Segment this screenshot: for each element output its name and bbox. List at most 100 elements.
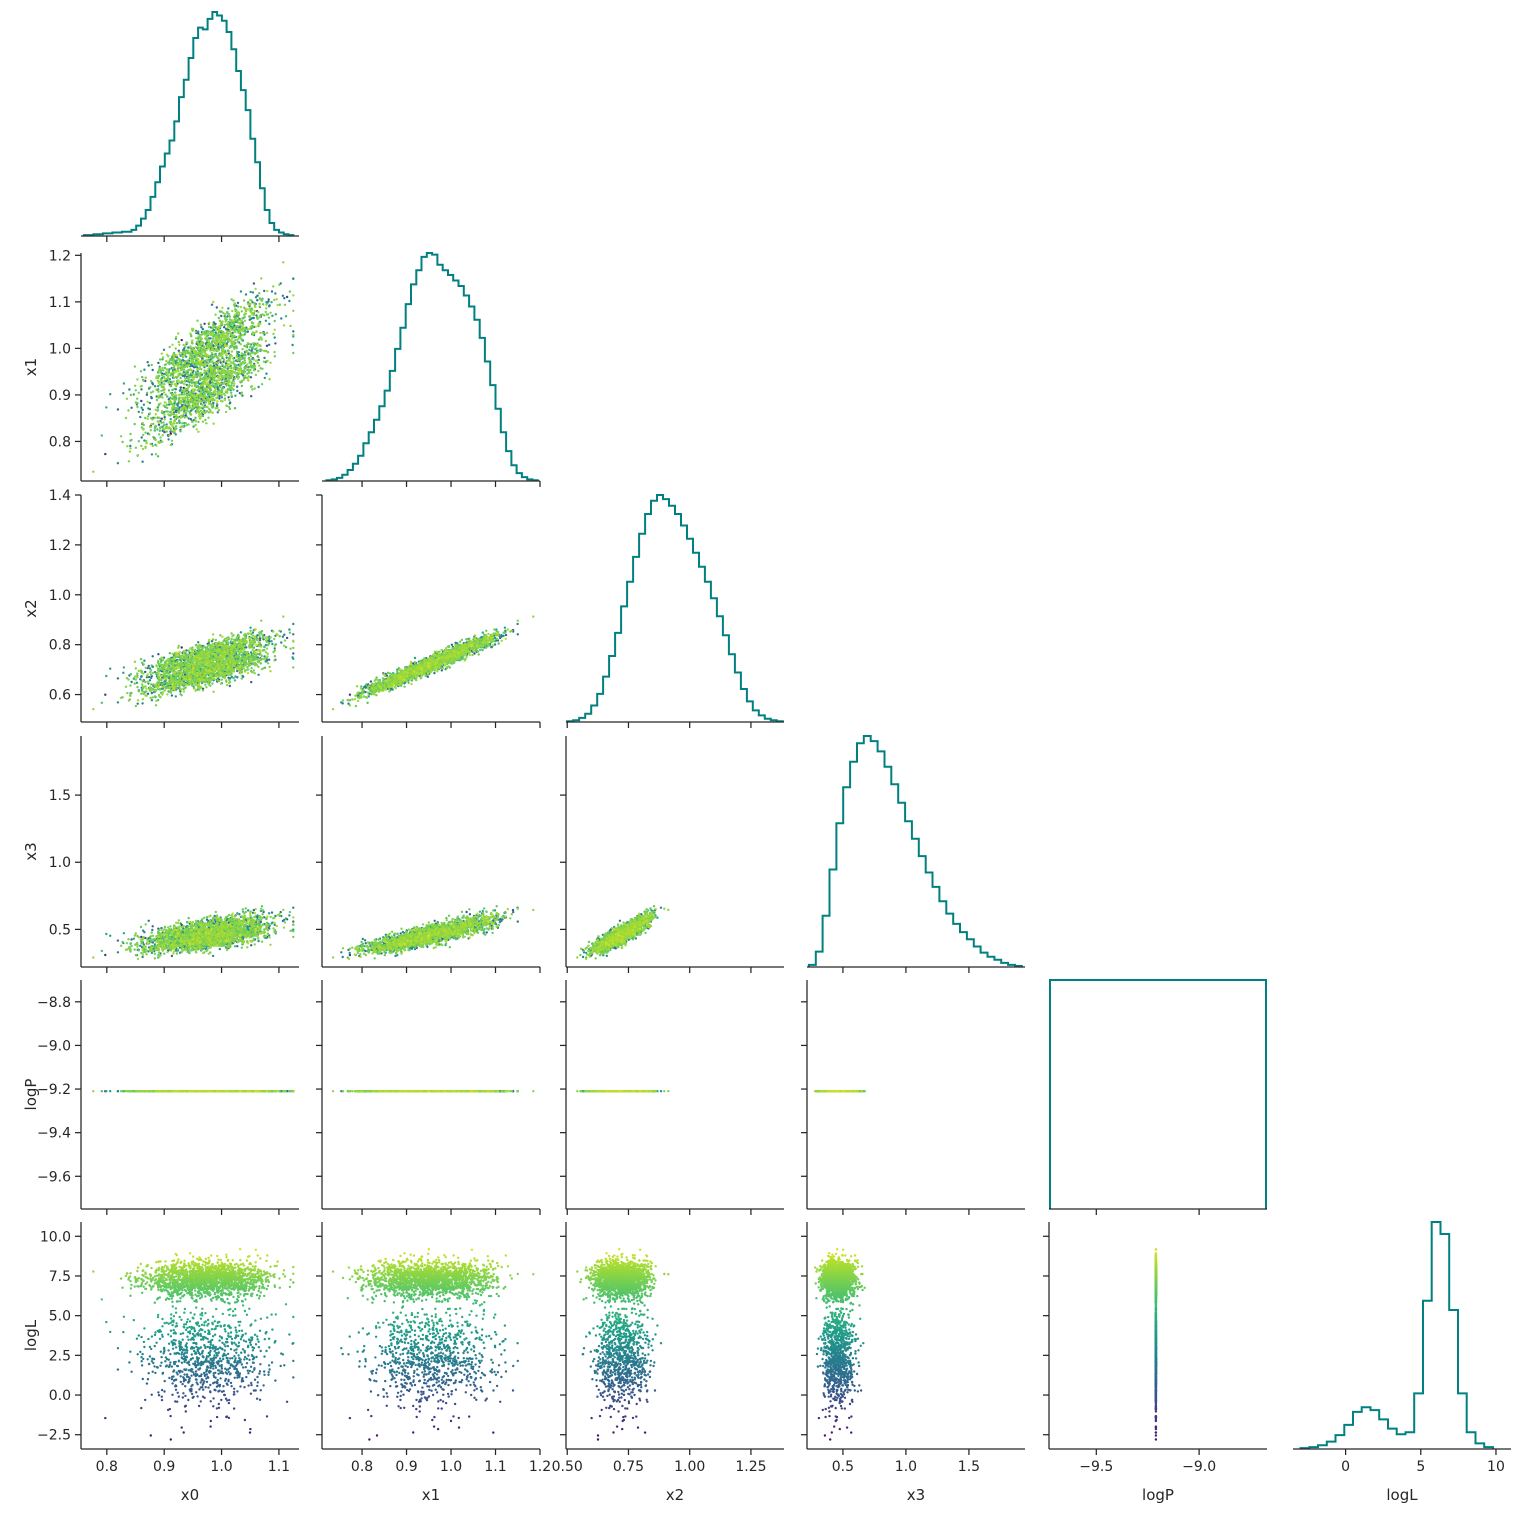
scatter-point [248, 358, 250, 360]
scatter-point [163, 414, 165, 416]
scatter-point [216, 306, 218, 308]
scatter-point [245, 293, 247, 295]
scatter-point [219, 634, 221, 636]
scatter-point [224, 342, 226, 344]
scatter-points-x1-vs-x0 [92, 261, 294, 473]
scatter-point [186, 352, 188, 354]
scatter-point [150, 429, 152, 431]
scatter-point [196, 428, 198, 430]
scatter-point [167, 381, 169, 383]
scatter-point [166, 423, 168, 425]
scatter-point [224, 320, 226, 322]
scatter-point [222, 352, 224, 354]
scatter-point [160, 390, 162, 392]
histogram-x0 [84, 12, 293, 236]
scatter-point [185, 402, 187, 404]
scatter-point [236, 386, 238, 388]
scatter-point [225, 360, 227, 362]
scatter-point [178, 351, 180, 353]
scatter-point [239, 368, 241, 370]
scatter-point [117, 462, 119, 464]
scatter-point [134, 682, 136, 684]
scatter-point [179, 354, 181, 356]
scatter-point [265, 304, 267, 306]
scatter-point [255, 347, 257, 349]
scatter-point [234, 407, 236, 409]
scatter-point [239, 370, 241, 372]
scatter-point [217, 411, 219, 413]
scatter-point [175, 425, 177, 427]
scatter-point [265, 373, 267, 375]
scatter-point [171, 694, 173, 696]
scatter-point [251, 385, 253, 387]
scatter-point [259, 298, 261, 300]
scatter-point [232, 320, 234, 322]
scatter-point [154, 427, 156, 429]
scatter-point [266, 332, 268, 334]
scatter-point [141, 427, 143, 429]
scatter-point [232, 341, 234, 343]
scatter-point [274, 355, 276, 357]
scatter-point [221, 307, 223, 309]
scatter-point [256, 299, 258, 301]
scatter-point [169, 346, 171, 348]
scatter-point [140, 370, 142, 372]
scatter-point [182, 373, 184, 375]
scatter-point [120, 435, 122, 437]
scatter-point [158, 382, 160, 384]
scatter-point [279, 635, 281, 637]
scatter-point [149, 679, 151, 681]
scatter-point [121, 441, 123, 443]
scatter-point [188, 364, 190, 366]
scatter-point [186, 397, 188, 399]
scatter-point [150, 423, 152, 425]
scatter-point [161, 374, 163, 376]
scatter-point [139, 678, 141, 680]
scatter-point [122, 672, 124, 674]
scatter-point [125, 417, 127, 419]
scatter-point [190, 414, 192, 416]
scatter-point [275, 313, 277, 315]
scatter-point [151, 699, 153, 701]
scatter-point [206, 346, 208, 348]
scatter-point [230, 327, 232, 329]
scatter-point [226, 345, 228, 347]
scatter-point [241, 675, 243, 677]
scatter-point [129, 447, 131, 449]
scatter-point [204, 419, 206, 421]
scatter-point [198, 413, 200, 415]
scatter-point [157, 391, 159, 393]
scatter-point [289, 325, 291, 327]
scatter-point [136, 682, 138, 684]
scatter-point [222, 349, 224, 351]
scatter-point [197, 431, 199, 433]
scatter-point [258, 349, 260, 351]
scatter-point [193, 366, 195, 368]
scatter-point [266, 313, 268, 315]
scatter-point [224, 313, 226, 315]
scatter-point [140, 445, 142, 447]
scatter-point [259, 305, 261, 307]
scatter-point [163, 657, 165, 659]
scatter-point [157, 455, 159, 457]
scatter-point [214, 370, 216, 372]
scatter-point [181, 339, 183, 341]
scatter-point [220, 315, 222, 317]
scatter-point [265, 307, 267, 309]
scatter-point [198, 352, 200, 354]
scatter-point [233, 348, 235, 350]
scatter-point [244, 332, 246, 334]
scatter-point [138, 440, 140, 442]
scatter-point [237, 316, 239, 318]
scatter-point [261, 368, 263, 370]
scatter-point [172, 367, 174, 369]
scatter-point [201, 342, 203, 344]
scatter-point [260, 277, 262, 279]
scatter-point [233, 385, 235, 387]
scatter-point [182, 397, 184, 399]
scatter-point [192, 360, 194, 362]
scatter-point [292, 352, 294, 354]
scatter-point [233, 382, 235, 384]
scatter-point [205, 401, 207, 403]
scatter-point [186, 394, 188, 396]
